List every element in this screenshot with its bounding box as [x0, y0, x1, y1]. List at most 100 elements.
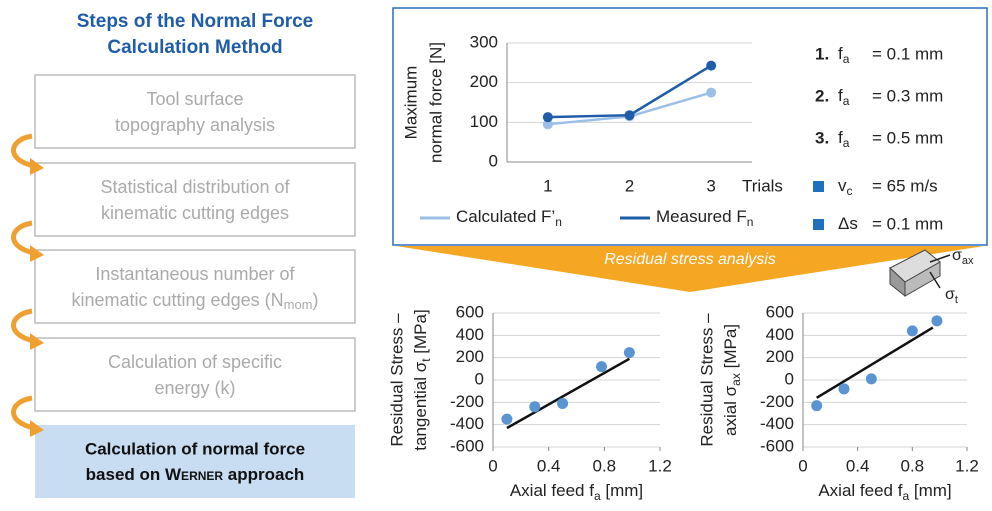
flow-arrow-head — [30, 420, 44, 437]
point — [706, 87, 717, 98]
x-label-part: Axial feed f — [510, 481, 594, 500]
point — [811, 400, 823, 412]
step-text: based on Werner approach — [86, 465, 305, 484]
step-text-part: based on — [86, 465, 165, 484]
flow-arrow-head — [30, 158, 44, 175]
point — [623, 347, 635, 359]
y-tick-label: 200 — [470, 72, 498, 91]
point — [931, 315, 943, 327]
step-text-part: Werner — [165, 465, 223, 484]
param-symbol: fa — [838, 128, 850, 150]
step-text-part: ) — [313, 290, 319, 310]
point — [529, 401, 541, 413]
y-tick-label: 0 — [489, 151, 498, 170]
param-value: = 0.3 mm — [872, 86, 943, 105]
flow-arrow — [11, 395, 35, 431]
sigma-ax: σax — [952, 247, 974, 267]
y-tick-label: 200 — [456, 347, 484, 366]
sigma-ax-part: σ — [952, 247, 962, 264]
flow-arrow — [11, 308, 35, 344]
param-symbol-part: f — [838, 86, 843, 105]
x-tick-label: 0 — [798, 456, 807, 475]
y-tick-label: -600 — [760, 436, 794, 455]
banner-text: Residual stress analysis — [604, 251, 776, 268]
x-tick-label: 1 — [543, 176, 552, 195]
step-text: Instantaneous number of — [95, 264, 295, 284]
title: Steps of the Normal Force — [77, 11, 314, 32]
param-bullet — [813, 181, 824, 192]
y-tick-label: 600 — [766, 302, 794, 321]
y-label-part: ax — [729, 373, 743, 386]
param-symbol-part: c — [847, 184, 853, 198]
point — [624, 110, 635, 121]
y-label-part: axial σ — [721, 385, 740, 436]
param-num: 2. — [815, 86, 829, 105]
param-symbol-part: f — [838, 44, 843, 63]
point — [542, 119, 553, 130]
step-text-part: topography analysis — [115, 115, 275, 135]
x-label-part: a — [902, 489, 909, 503]
y-label: Maximum — [401, 66, 420, 140]
y-tick-label: 300 — [470, 32, 498, 51]
x-tick-label: 2 — [625, 176, 634, 195]
step-text: topography analysis — [115, 115, 275, 135]
flow-arrow — [11, 220, 35, 256]
x-label-part: Axial feed f — [818, 481, 902, 500]
sigma-ax-part: ax — [962, 255, 974, 267]
trendline — [816, 326, 934, 399]
param-symbol: vc — [838, 176, 853, 198]
x-tick-label: 0.4 — [846, 456, 870, 475]
legend-label-part: Measured F — [656, 207, 747, 226]
point — [557, 397, 569, 409]
param-symbol: Δs — [838, 214, 858, 233]
param-symbol-part: v — [838, 176, 847, 195]
x-label-part: [mm] — [909, 481, 952, 500]
legend-label-part: n — [747, 215, 754, 229]
step-text: kinematic cutting edges — [101, 203, 289, 223]
y-tick-label: 0 — [785, 369, 794, 388]
step-text: Calculation of specific — [108, 352, 282, 372]
point — [865, 373, 877, 385]
param-value: = 0.1 mm — [872, 44, 943, 63]
param-symbol-part: a — [843, 52, 850, 66]
legend-label-part: n — [555, 215, 562, 229]
y-tick-label: -400 — [760, 414, 794, 433]
sigma-t-part: t — [955, 294, 958, 306]
param-symbol-part: a — [843, 136, 850, 150]
point — [501, 413, 513, 425]
step-box — [34, 162, 356, 237]
y-tick-label: 400 — [456, 325, 484, 344]
chart-panel — [392, 7, 988, 246]
param-value: = 0.1 mm — [872, 214, 943, 233]
step-box — [35, 425, 355, 498]
y-tick-label: 100 — [470, 112, 498, 131]
param-symbol-part: Δs — [838, 214, 858, 233]
param-value: = 65 m/s — [872, 176, 938, 195]
param-symbol: fa — [838, 44, 850, 66]
x-tick-label: 0.8 — [901, 456, 925, 475]
step-box — [34, 74, 356, 149]
title: Calculation Method — [107, 37, 282, 58]
step-text-part: energy (k) — [154, 378, 235, 398]
step-box — [34, 337, 356, 412]
stress-icon-shape — [889, 249, 951, 298]
x-tick-label: 0.4 — [537, 456, 561, 475]
step-text: Tool surface — [146, 89, 243, 109]
flow-arrow-head — [30, 333, 44, 350]
x-label-part: [mm] — [601, 481, 644, 500]
y-tick-label: 400 — [766, 325, 794, 344]
point — [596, 361, 608, 373]
legend-label-part: Calculated F’ — [456, 207, 555, 226]
flow-arrow-head — [30, 245, 44, 262]
param-symbol-part: f — [838, 128, 843, 147]
param-symbol-part: a — [843, 94, 850, 108]
step-text: energy (k) — [154, 378, 235, 398]
param-value: = 0.5 mm — [872, 128, 943, 147]
step-text-part: kinematic cutting edges (N — [72, 290, 284, 310]
x-label-part: a — [594, 489, 601, 503]
y-tick-label: -200 — [450, 392, 484, 411]
step-text: kinematic cutting edges (Nmom) — [72, 290, 319, 313]
x-tick-label: 0.8 — [593, 456, 617, 475]
y-label: normal force [N] — [426, 42, 445, 163]
